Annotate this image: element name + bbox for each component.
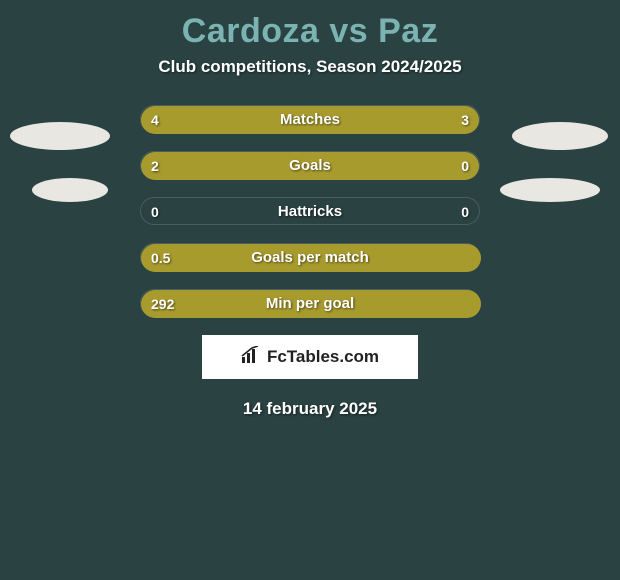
stat-value-left: 0.5 [151,244,170,272]
avatar-placeholder [512,122,608,150]
stat-value-left: 292 [151,290,174,318]
bar-track: Hattricks0 0 [140,197,480,225]
stat-label: Goals per match [141,244,479,272]
stat-value-left: 0 [151,198,159,226]
bar-track: Matches4 3 [140,105,480,133]
avatar-placeholder [10,122,110,150]
bar-track: Goals per match0.5 [140,243,480,271]
stat-row: Min per goal292 [0,289,620,317]
avatar-placeholder [32,178,108,202]
brand-text: FcTables.com [267,347,379,367]
avatar-placeholder [500,178,600,202]
stat-value-right: 0 [461,152,469,180]
subtitle: Club competitions, Season 2024/2025 [0,57,620,77]
brand-logo-box: FcTables.com [202,335,418,379]
bar-track: Goals2 0 [140,151,480,179]
stat-row: Goals per match0.5 [0,243,620,271]
page-title: Cardoza vs Paz [0,0,620,57]
bar-chart-icon [241,346,263,369]
stat-row: Goals2 0 [0,151,620,179]
stat-label: Min per goal [141,290,479,318]
bar-track: Min per goal292 [140,289,480,317]
stat-label: Matches [141,106,479,134]
stat-value-right: 3 [461,106,469,134]
date-text: 14 february 2025 [0,399,620,419]
stat-value-left: 2 [151,152,159,180]
brand-logo: FcTables.com [241,346,379,369]
stat-value-right: 0 [461,198,469,226]
stat-label: Goals [141,152,479,180]
stat-row: Hattricks0 0 [0,197,620,225]
stat-label: Hattricks [141,198,479,226]
stat-value-left: 4 [151,106,159,134]
